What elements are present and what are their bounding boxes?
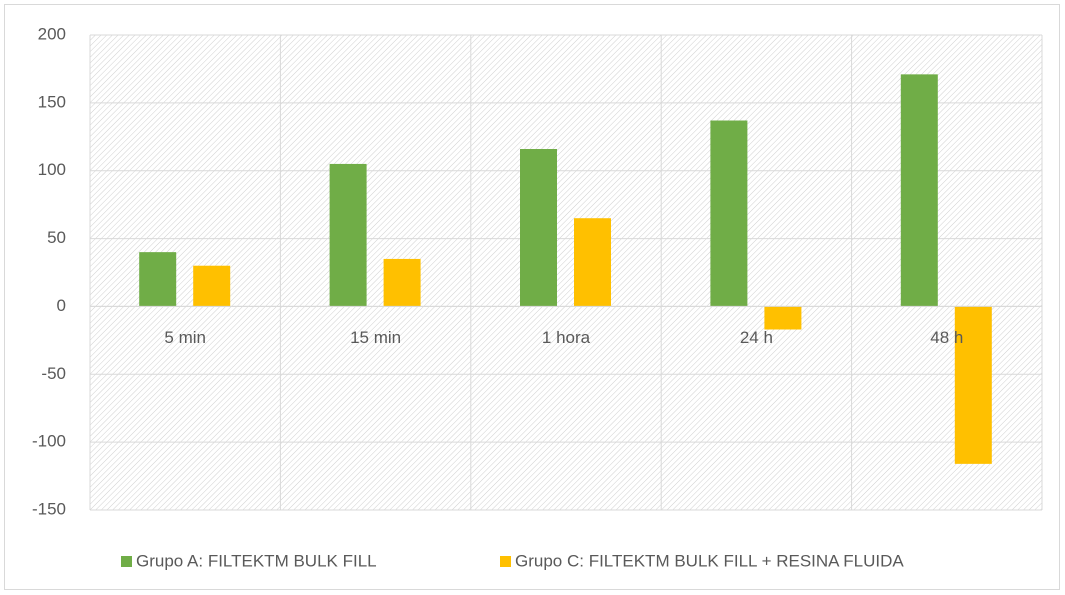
bar: [574, 218, 611, 307]
bar: [383, 258, 421, 307]
x-tick-label: 1 hora: [542, 328, 591, 347]
legend-label: Grupo C: FILTEKTM BULK FILL + RESINA FLU…: [515, 551, 904, 570]
y-tick-label: 200: [38, 24, 66, 43]
bar: [900, 74, 938, 307]
x-tick-label: 15 min: [350, 328, 401, 347]
plot-area: [90, 35, 1042, 510]
y-tick-label: -150: [32, 499, 66, 518]
x-tick-label: 48 h: [930, 328, 963, 347]
bar: [764, 306, 802, 330]
y-tick-label: 0: [57, 296, 66, 315]
y-tick-label: -100: [32, 432, 66, 451]
bar: [193, 265, 231, 307]
x-tick-label: 5 min: [164, 328, 206, 347]
y-tick-label: 50: [47, 228, 66, 247]
bar: [954, 306, 992, 464]
bar: [520, 149, 557, 307]
y-tick-label: -50: [41, 364, 66, 383]
y-tick-label: 100: [38, 160, 66, 179]
legend-swatch: [121, 556, 132, 567]
bar: [710, 120, 748, 307]
legend-swatch: [500, 556, 511, 567]
bar: [139, 252, 177, 307]
legend-label: Grupo A: FILTEKTM BULK FILL: [136, 551, 377, 570]
y-tick-label: 150: [38, 92, 66, 111]
bar: [329, 163, 367, 307]
x-tick-label: 24 h: [740, 328, 773, 347]
